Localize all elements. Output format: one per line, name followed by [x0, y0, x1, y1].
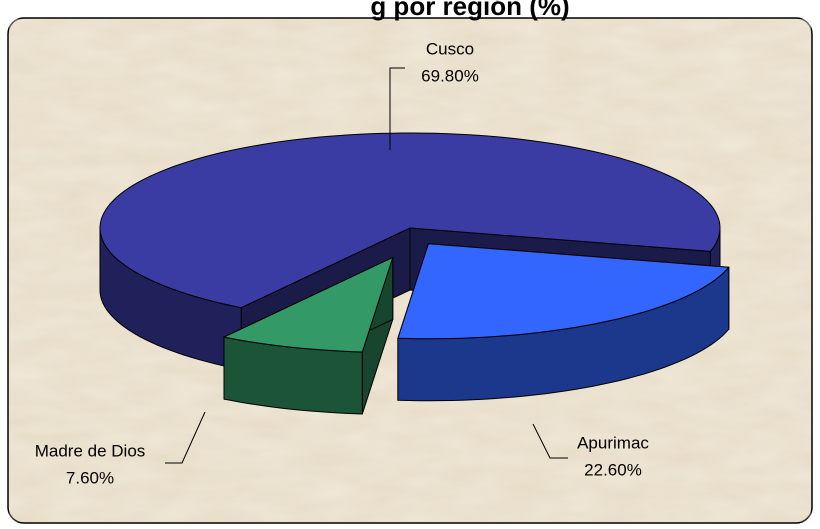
leader-line	[532, 423, 568, 459]
value-label: 22.60%	[584, 460, 642, 479]
leader-line	[165, 411, 206, 464]
value-label: 69.80%	[421, 66, 479, 85]
slice-top	[99, 132, 721, 309]
chart-title: g por región (%)	[370, 0, 569, 21]
leader-line	[389, 67, 405, 150]
category-label: Cusco	[426, 39, 474, 58]
slice-top	[223, 256, 394, 353]
value-label: 7.60%	[66, 468, 114, 487]
pie	[99, 132, 730, 415]
category-label: Madre de Dios	[35, 441, 146, 460]
category-label: Apurimac	[577, 433, 649, 452]
slice	[223, 256, 394, 415]
slice-top	[397, 243, 730, 340]
labels: Cusco 69.80% Apurimac 22.60% Madre de Dios 7.…	[35, 39, 650, 487]
slice	[397, 243, 730, 402]
